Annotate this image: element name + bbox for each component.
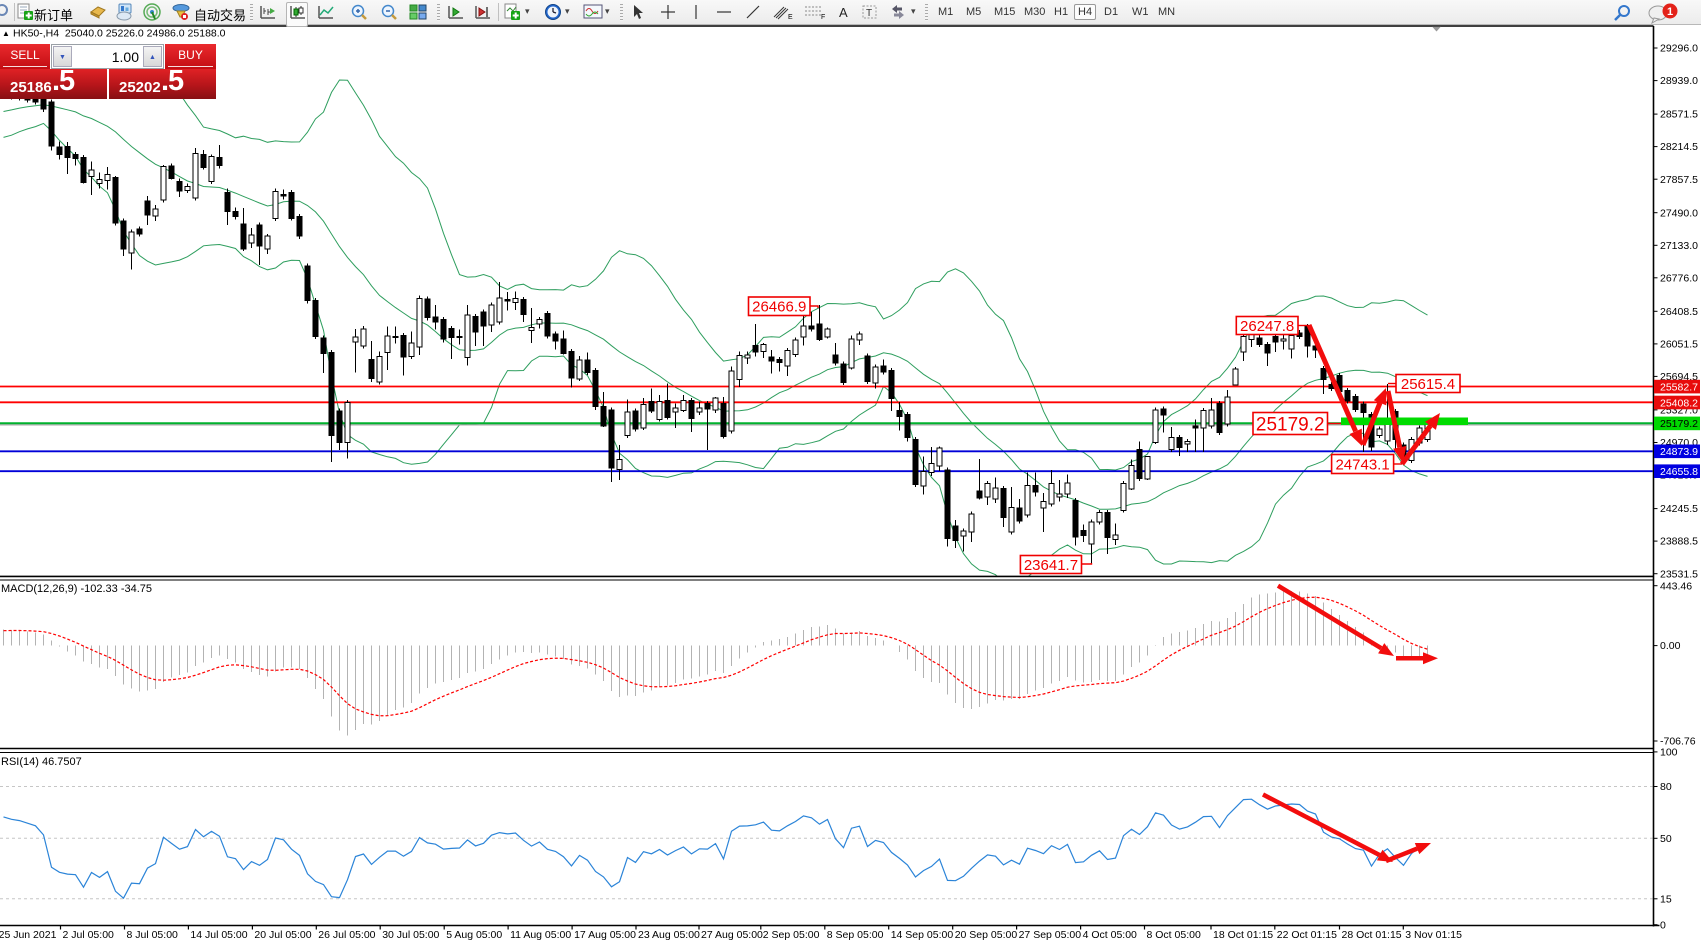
svg-text:26051.5: 26051.5 <box>1660 339 1698 351</box>
svg-text:25582.7: 25582.7 <box>1660 381 1698 393</box>
svg-text:23 Aug 05:00: 23 Aug 05:00 <box>638 929 700 941</box>
svg-text:23641.7: 23641.7 <box>1024 557 1078 574</box>
svg-text:23531.5: 23531.5 <box>1660 568 1698 580</box>
svg-text:26408.5: 26408.5 <box>1660 306 1698 318</box>
svg-text:A: A <box>839 5 848 20</box>
svg-text:14 Jul 05:00: 14 Jul 05:00 <box>190 929 247 941</box>
svg-text:28214.5: 28214.5 <box>1660 141 1698 153</box>
svg-text:100: 100 <box>1660 747 1678 759</box>
svg-text:HK50-,H4 25040.0 25226.0 2498: HK50-,H4 25040.0 25226.0 24986.0 25188.0 <box>13 28 226 40</box>
svg-text:27 Aug 05:00: 27 Aug 05:00 <box>701 929 763 941</box>
svg-text:26776.0: 26776.0 <box>1660 272 1698 284</box>
svg-text:29296.0: 29296.0 <box>1660 43 1698 55</box>
svg-text:443.46: 443.46 <box>1660 580 1692 592</box>
svg-text:20 Jul 05:00: 20 Jul 05:00 <box>254 929 311 941</box>
svg-text:28571.5: 28571.5 <box>1660 109 1698 121</box>
svg-text:8 Sep 05:00: 8 Sep 05:00 <box>827 929 884 941</box>
svg-text:27 Sep 05:00: 27 Sep 05:00 <box>1019 929 1082 941</box>
svg-text:25179.2: 25179.2 <box>1256 414 1325 435</box>
svg-text:25179.2: 25179.2 <box>1660 418 1698 430</box>
svg-text:14 Sep 05:00: 14 Sep 05:00 <box>891 929 954 941</box>
svg-text:24873.9: 24873.9 <box>1660 446 1698 458</box>
svg-text:24655.8: 24655.8 <box>1660 466 1698 478</box>
svg-text:28939.0: 28939.0 <box>1660 75 1698 87</box>
svg-text:2 Sep 05:00: 2 Sep 05:00 <box>763 929 820 941</box>
svg-text:18 Oct 01:15: 18 Oct 01:15 <box>1213 929 1273 941</box>
svg-text:E: E <box>788 14 793 21</box>
svg-text:MACD(12,26,9) -102.33 -34.75: MACD(12,26,9) -102.33 -34.75 <box>1 583 152 595</box>
svg-text:30 Jul 05:00: 30 Jul 05:00 <box>382 929 439 941</box>
svg-text:2 Jul 05:00: 2 Jul 05:00 <box>63 929 115 941</box>
svg-text:RSI(14) 46.7507: RSI(14) 46.7507 <box>1 756 82 768</box>
svg-text:8 Oct 05:00: 8 Oct 05:00 <box>1147 929 1201 941</box>
svg-text:25408.2: 25408.2 <box>1660 397 1698 409</box>
svg-text:3 Nov 01:15: 3 Nov 01:15 <box>1405 929 1462 941</box>
svg-text:28 Oct 01:15: 28 Oct 01:15 <box>1342 929 1402 941</box>
svg-text:27857.5: 27857.5 <box>1660 174 1698 186</box>
svg-text:5 Aug 05:00: 5 Aug 05:00 <box>446 929 502 941</box>
svg-text:20 Sep 05:00: 20 Sep 05:00 <box>955 929 1018 941</box>
svg-text:24245.5: 24245.5 <box>1660 503 1698 515</box>
svg-text:11 Aug 05:00: 11 Aug 05:00 <box>510 929 571 941</box>
svg-text:26466.9: 26466.9 <box>752 299 806 316</box>
svg-text:-706.76: -706.76 <box>1660 736 1696 748</box>
svg-text:80: 80 <box>1660 781 1672 793</box>
svg-text:T: T <box>866 8 872 19</box>
svg-text:F: F <box>821 14 825 21</box>
svg-text:50: 50 <box>1660 833 1672 845</box>
svg-text:27133.0: 27133.0 <box>1660 240 1698 252</box>
svg-text:0: 0 <box>1660 919 1666 931</box>
svg-text:0.00: 0.00 <box>1660 640 1681 652</box>
svg-text:24743.1: 24743.1 <box>1335 456 1389 473</box>
svg-text:25615.4: 25615.4 <box>1401 376 1455 393</box>
svg-text:26 Jul 05:00: 26 Jul 05:00 <box>318 929 375 941</box>
svg-text:27490.0: 27490.0 <box>1660 207 1698 219</box>
svg-text:1: 1 <box>1667 6 1673 18</box>
svg-text:26247.8: 26247.8 <box>1240 318 1294 335</box>
svg-text:17 Aug 05:00: 17 Aug 05:00 <box>574 929 636 941</box>
svg-text:8 Jul 05:00: 8 Jul 05:00 <box>127 929 179 941</box>
svg-text:25 Jun 2021: 25 Jun 2021 <box>0 929 57 941</box>
svg-text:15: 15 <box>1660 893 1672 905</box>
svg-text:4 Oct 05:00: 4 Oct 05:00 <box>1083 929 1137 941</box>
svg-text:22 Oct 01:15: 22 Oct 01:15 <box>1277 929 1337 941</box>
svg-text:▲: ▲ <box>2 29 10 38</box>
svg-text:23888.5: 23888.5 <box>1660 536 1698 548</box>
